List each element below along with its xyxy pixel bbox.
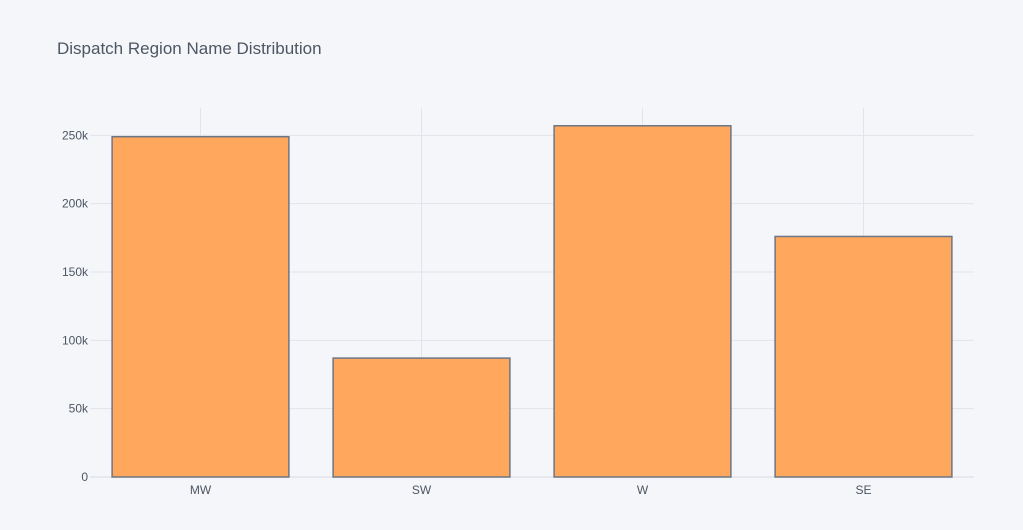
y-tick-label: 150k	[62, 265, 89, 279]
axis-labels: 0 50k 100k 150k 200k 250k MW SW W SE	[62, 128, 872, 497]
y-tick-label: 200k	[62, 197, 89, 211]
bar-sw[interactable]	[332, 357, 511, 478]
bar-se[interactable]	[774, 235, 953, 478]
bar-mw[interactable]	[111, 135, 290, 478]
x-tick-label: SE	[855, 483, 871, 497]
y-tick-label: 0	[81, 470, 88, 484]
bars	[111, 125, 953, 478]
chart-title: Dispatch Region Name Distribution	[57, 39, 322, 58]
bar-w[interactable]	[553, 125, 732, 478]
y-tick-label: 250k	[62, 128, 89, 142]
x-tick-label: SW	[412, 483, 432, 497]
x-tick-label: MW	[190, 483, 212, 497]
y-tick-label: 50k	[69, 402, 89, 416]
y-tick-label: 100k	[62, 333, 89, 347]
x-tick-label: W	[637, 483, 649, 497]
